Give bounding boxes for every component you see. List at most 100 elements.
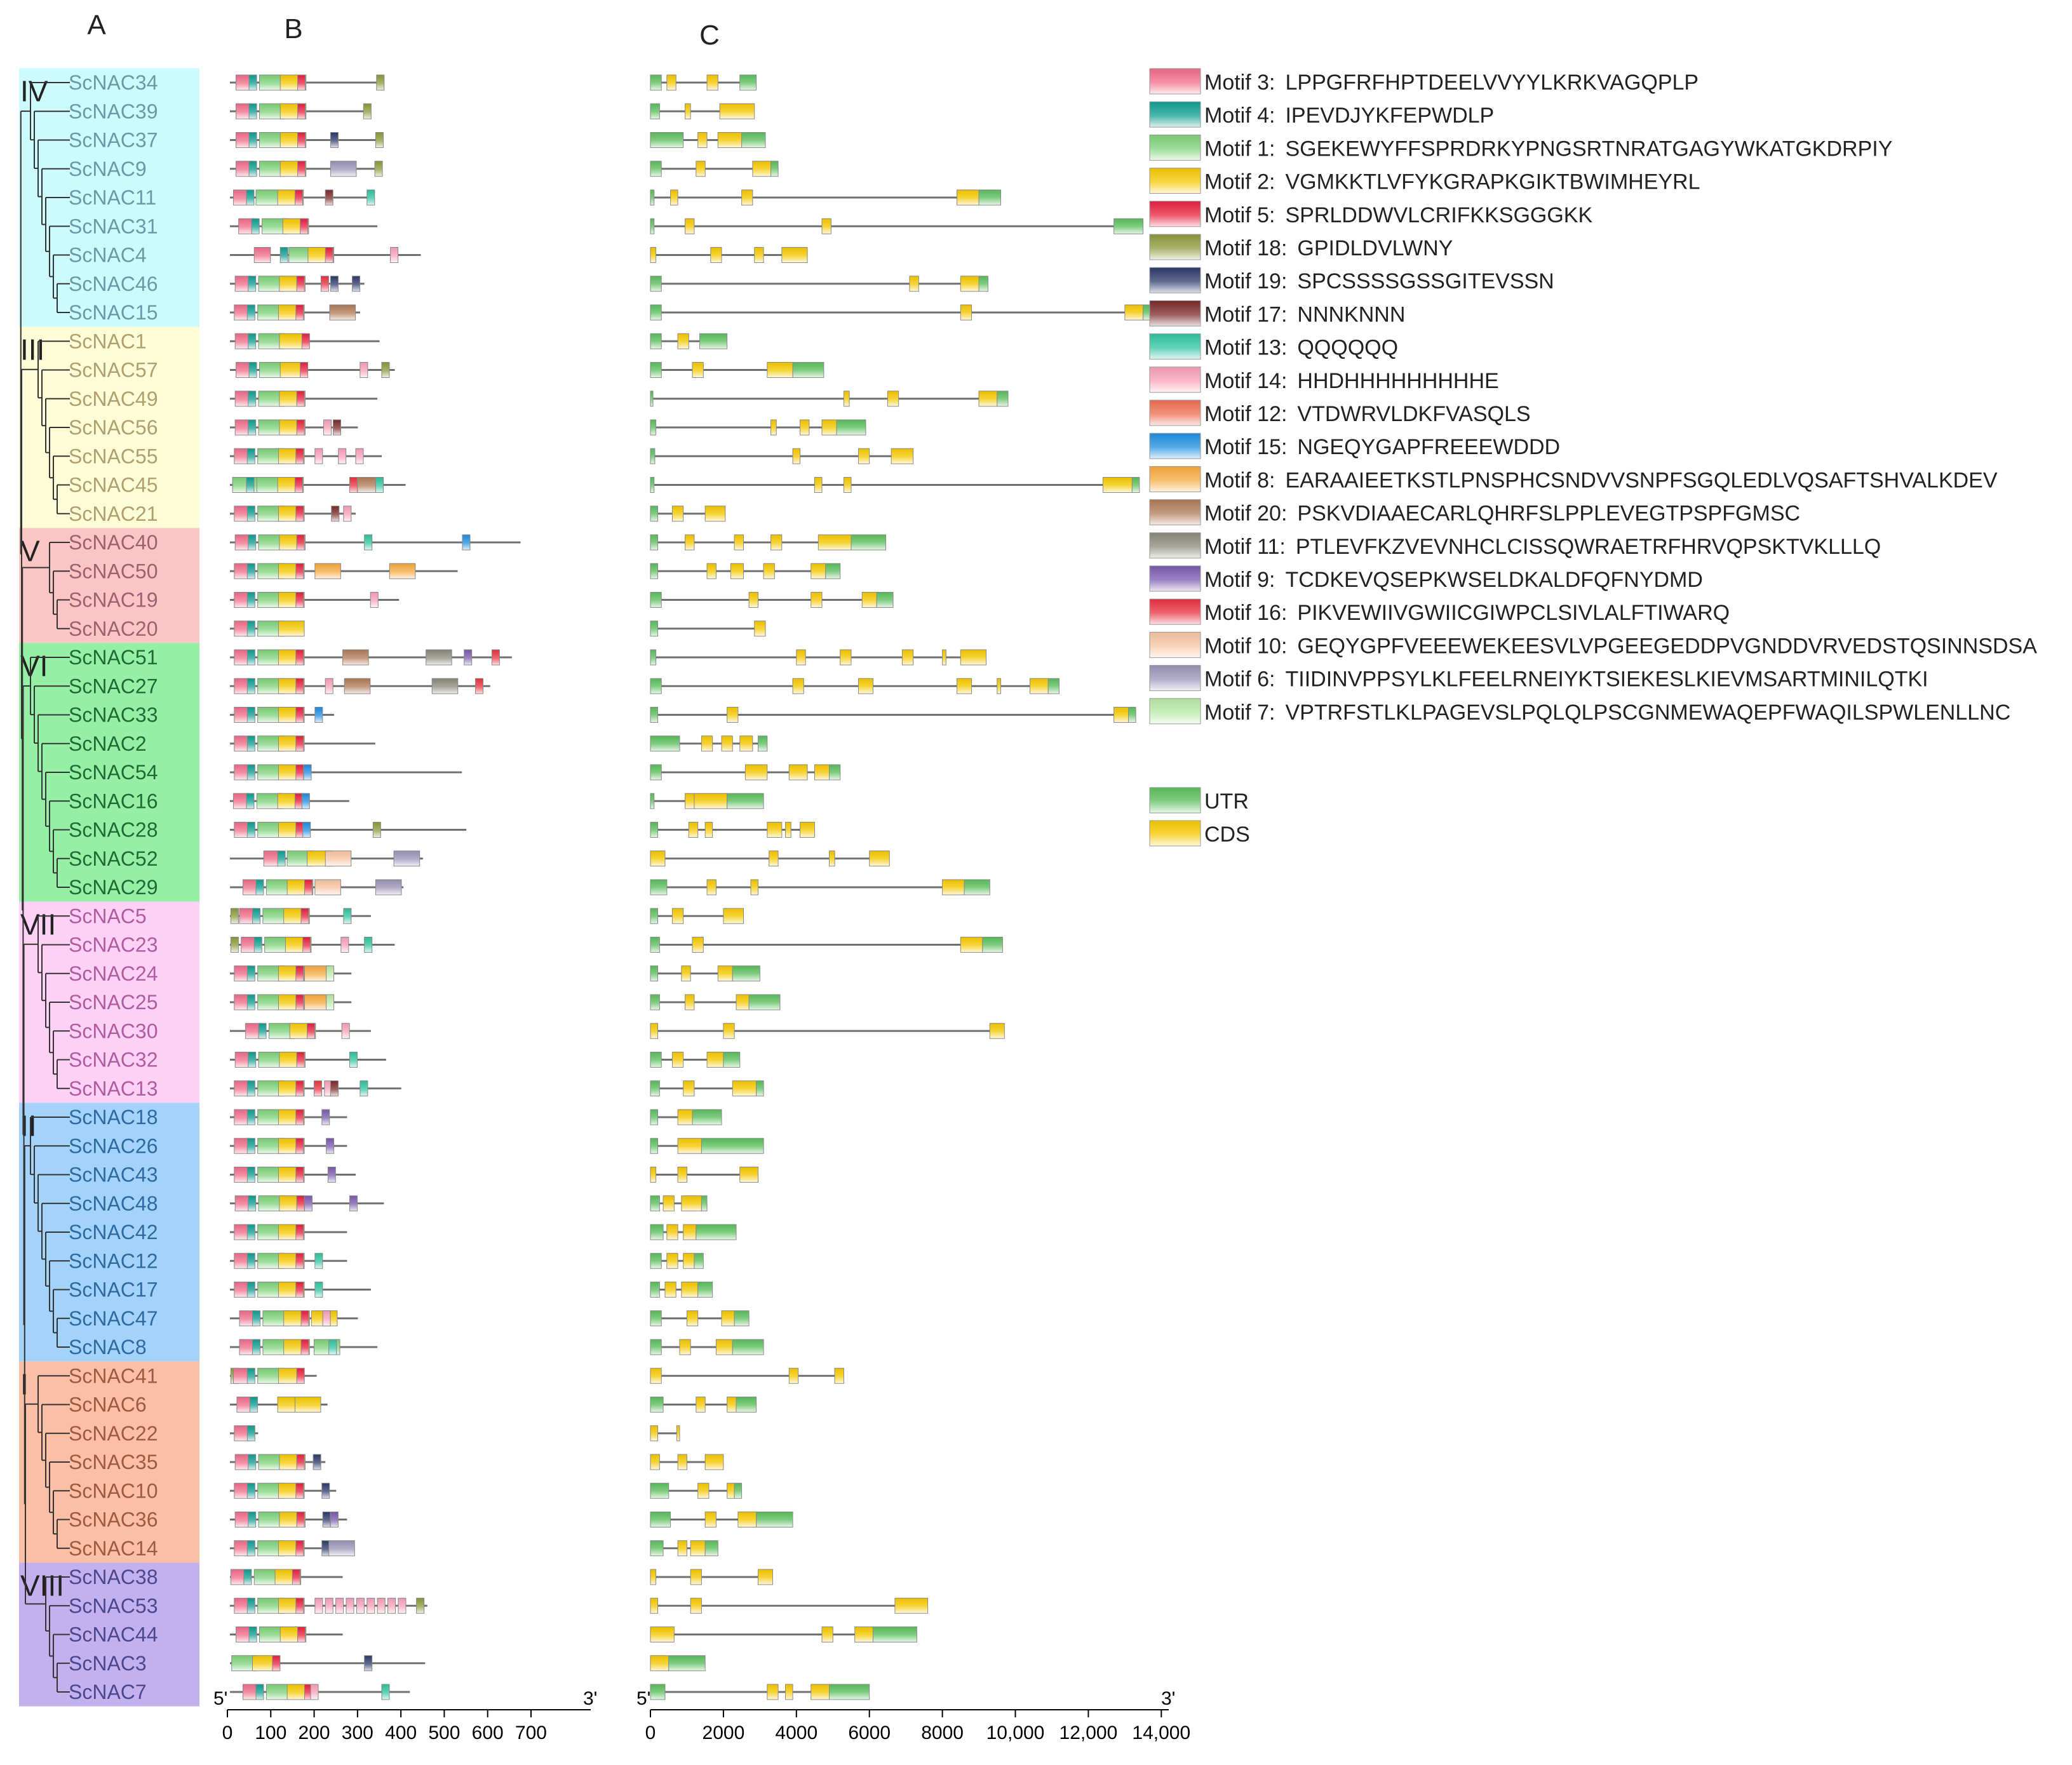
cds-exon	[1113, 707, 1129, 723]
motif-4-box	[243, 1569, 252, 1585]
cds-exon	[737, 1512, 757, 1527]
motif-9-box	[327, 1167, 336, 1183]
legend-motif-1: Motif 1: SGEKEWYFFSPRDRKYPNGSRTNRATGAGYWK…	[1204, 137, 1892, 161]
motif-3-box	[253, 247, 271, 263]
motif-3-box	[232, 1367, 250, 1384]
motif-9-box	[464, 649, 473, 666]
motif-14-box	[322, 1310, 331, 1327]
motif-5-box	[296, 1052, 305, 1068]
motif-13-box	[364, 937, 373, 953]
utr-exon	[741, 132, 766, 148]
utr-exon	[650, 1252, 662, 1269]
motif-6-box	[375, 879, 402, 896]
legend-motif-6-swatch	[1149, 665, 1201, 692]
axes: 0 100 200 300 400 500 600 700 5' 3' 0 2000 4000 6000 8…	[213, 1688, 1190, 1743]
motif-4-box	[246, 1252, 255, 1269]
cds-exon	[811, 592, 823, 608]
cds-exon	[677, 1454, 687, 1470]
utr-exon	[650, 391, 654, 407]
cds-exon	[664, 1282, 676, 1298]
legend-motif-20-swatch	[1149, 499, 1201, 526]
group-label: VIII	[20, 1569, 64, 1602]
legend-motif-16-swatch	[1149, 598, 1201, 625]
cds-exon	[690, 1540, 706, 1557]
cds-exon	[650, 1597, 658, 1614]
utr-exon	[650, 822, 658, 838]
cds-exon	[685, 793, 695, 809]
gene-label-ScNAC20: ScNAC20	[69, 617, 158, 640]
cds-exon	[781, 247, 808, 263]
utr-exon	[668, 1655, 706, 1672]
motif-5-box	[294, 477, 303, 493]
cds-exon	[739, 735, 753, 752]
gene-label-ScNAC26: ScNAC26	[69, 1134, 158, 1157]
motif-18-box	[374, 161, 383, 177]
motif-4-box	[246, 1138, 255, 1154]
gene-label-ScNAC42: ScNAC42	[69, 1221, 158, 1244]
utr-exon	[650, 1080, 660, 1097]
cds-exon	[650, 1569, 657, 1585]
utr-exon	[650, 419, 657, 436]
motif-4-box	[248, 1454, 257, 1470]
cds-exon	[744, 764, 768, 781]
utr-exon	[650, 506, 658, 522]
legend-motif-2: Motif 2: VGMKKTLVFYKGRAPKGIKTBWIMHEYRL	[1204, 170, 1700, 194]
utr-exon	[650, 276, 662, 292]
motif-5-box	[302, 937, 311, 953]
axis-c-tick-label: 2000	[703, 1722, 745, 1743]
motif-5-box	[304, 879, 313, 896]
cds-exon	[785, 1684, 793, 1700]
utr-exon	[650, 1310, 662, 1327]
cds-exon	[697, 1482, 710, 1499]
utr-exon	[723, 1052, 741, 1068]
legend-motif-17-swatch	[1149, 300, 1201, 326]
gene-label-ScNAC47: ScNAC47	[69, 1307, 158, 1330]
motif-14-box	[314, 448, 323, 464]
motif-7-box	[326, 994, 335, 1010]
motif-5-box	[295, 1540, 304, 1557]
utr-exon	[825, 563, 841, 579]
group-label: V	[20, 534, 40, 567]
cds-exon	[752, 161, 772, 177]
cds-exon	[721, 1310, 735, 1327]
cds-exon	[770, 534, 783, 551]
motif-5-box	[296, 276, 305, 292]
group-label: IV	[20, 74, 48, 107]
utr-exon	[978, 276, 988, 292]
motif-4-box	[252, 1310, 261, 1327]
cds-exon	[754, 621, 766, 637]
cds-exon	[663, 1195, 675, 1212]
gene-label-ScNAC2: ScNAC2	[69, 732, 147, 755]
utr-exon	[978, 189, 1002, 206]
motif-5-box	[294, 793, 303, 809]
cds-exon	[671, 1052, 684, 1068]
gene-label-ScNAC9: ScNAC9	[69, 158, 147, 180]
cds-exon	[770, 419, 777, 436]
cds-exon	[1102, 477, 1133, 493]
motif-5-box	[295, 1282, 304, 1298]
cds-exon	[690, 1569, 702, 1585]
motif-17-box	[333, 419, 342, 436]
cds-exon	[843, 391, 850, 407]
cds-exon	[683, 1224, 697, 1240]
legend-utr-swatch	[1149, 787, 1201, 814]
axis-c-five-prime: 5'	[636, 1688, 650, 1709]
axis-b-tick-label: 600	[472, 1722, 504, 1743]
legend-motif-6: Motif 6: TIIDINVPPSYLKLFEELRNEIYKTSIEKESL…	[1204, 668, 1928, 692]
motif-6-box	[393, 850, 420, 867]
legend-motif-8: Motif 8: EARAAIEETKSTLPNSPHCSNDVVSNPFSGQL…	[1204, 468, 1998, 492]
cds-exon	[710, 247, 722, 263]
motif-13-box	[343, 908, 352, 924]
cds-exon	[814, 477, 823, 493]
cds-exon	[785, 822, 791, 838]
utr-exon	[701, 1195, 708, 1212]
gene-label-ScNAC51: ScNAC51	[69, 646, 158, 669]
cds-exon	[942, 649, 946, 666]
legend-motif-16: Motif 16: PIKVEWIIVGWIICGIWPCLSIVLALFTIWA…	[1204, 601, 1730, 625]
motif-5-box	[295, 678, 304, 694]
gene-label-ScNAC11: ScNAC11	[69, 186, 156, 209]
utr-exon	[1128, 707, 1136, 723]
motif-18-box	[230, 908, 239, 924]
legend-motif-9-swatch	[1149, 565, 1201, 592]
